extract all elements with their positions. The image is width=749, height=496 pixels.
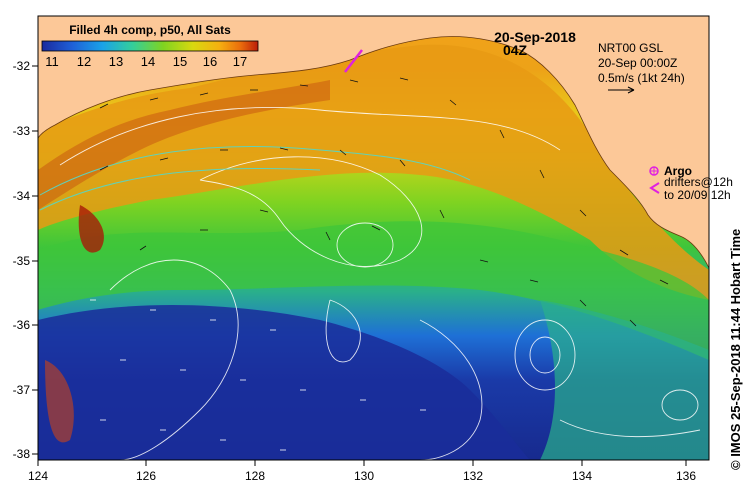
x-tick-label: 130 <box>354 469 374 483</box>
x-tick-label: 128 <box>245 469 265 483</box>
reference-source: NRT00 GSL <box>598 41 663 55</box>
argo-legend: Argo drifters@12h to 20/09 12h <box>649 164 733 202</box>
y-tick-label: -35 <box>13 254 31 268</box>
reference-time: 20-Sep 00:00Z <box>598 56 677 70</box>
drifter-track <box>344 49 363 73</box>
y-tick-label: -36 <box>13 318 31 332</box>
drifters-label: drifters@12h <box>664 175 733 189</box>
colorbar-label: 12 <box>77 54 91 69</box>
y-tick-label: -32 <box>13 59 31 73</box>
drifter-icon <box>649 182 660 194</box>
colorbar-label: 16 <box>203 54 217 69</box>
product-title: Filled 4h comp, p50, All Sats <box>69 23 231 37</box>
argo-label: Argo <box>664 164 692 178</box>
colorbar-label: 15 <box>173 54 187 69</box>
plot-frame <box>37 15 710 461</box>
drifters-window: to 20/09 12h <box>664 188 731 202</box>
imos-credit: © IMOS 25-Sep-2018 11:44 Hobart Time <box>728 228 743 470</box>
land-mass <box>38 16 709 268</box>
argo-icon <box>649 166 659 176</box>
y-tick-label: -38 <box>13 447 31 461</box>
product-date: 20-Sep-2018 <box>494 29 576 45</box>
y-tick-label: -37 <box>13 383 31 397</box>
colorbar-label: 14 <box>141 54 155 69</box>
colorbar-label: 13 <box>109 54 123 69</box>
y-tick-label: -34 <box>13 189 31 203</box>
x-tick-label: 124 <box>28 469 48 483</box>
colorbar <box>41 40 259 52</box>
x-tick-label: 134 <box>572 469 592 483</box>
y-tick-label: -33 <box>13 124 31 138</box>
reference-scale: 0.5m/s (1kt 24h) <box>598 71 685 85</box>
x-tick-label: 132 <box>463 469 483 483</box>
reference-arrow-icon <box>608 86 635 94</box>
tick-marks <box>32 65 687 466</box>
colorbar-label: 11 <box>45 54 59 69</box>
x-tick-label: 136 <box>676 469 696 483</box>
colorbar-label: 17 <box>233 54 247 69</box>
x-tick-label: 126 <box>136 469 156 483</box>
product-time: 04Z <box>503 42 528 58</box>
